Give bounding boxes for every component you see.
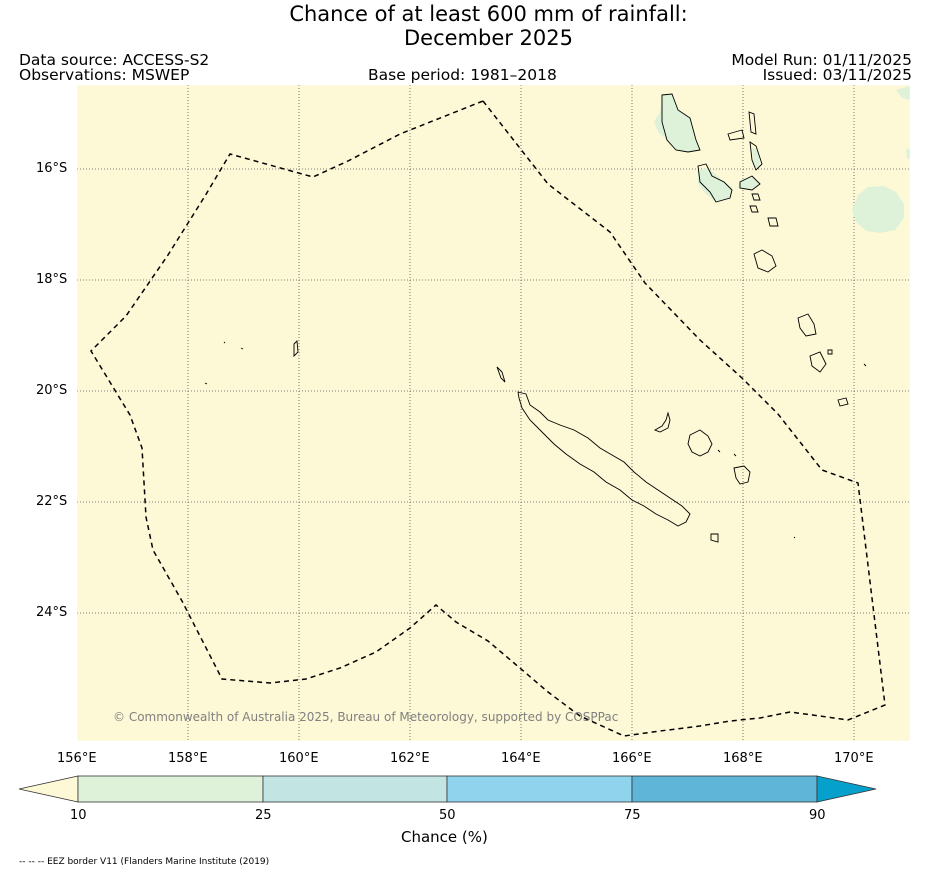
coastlines	[204, 93, 867, 543]
observations-text: Observations: MSWEP	[19, 66, 190, 84]
island-malekula	[697, 163, 733, 203]
lat-label-20s: 20°S	[36, 383, 68, 398]
copyright-text: © Commonwealth of Australia 2025, Bureau…	[113, 710, 619, 724]
shading-east	[852, 186, 904, 233]
island-ouvea	[653, 411, 671, 433]
island-tanna	[809, 351, 827, 373]
island-efate	[753, 249, 777, 273]
lat-label-16s: 16°S	[36, 161, 68, 176]
colorbar-bin-75-90	[631, 775, 818, 803]
lat-label-24s: 24°S	[36, 605, 68, 620]
lon-label-170e: 170°E	[834, 751, 874, 766]
issued-text: Issued: 03/11/2025	[762, 66, 912, 84]
lon-label-156e: 156°E	[57, 751, 97, 766]
island-ambrym	[739, 175, 761, 191]
lon-label-168e: 168°E	[723, 751, 763, 766]
map-title-line2: December 2025	[403, 26, 573, 50]
island-pines	[710, 533, 719, 543]
shading-espiritu-santo	[654, 94, 700, 152]
island-epi	[749, 205, 759, 213]
colorbar-bin-50-75	[446, 775, 633, 803]
colorbar-bin-25-50	[262, 775, 448, 803]
island-erromango	[797, 313, 817, 337]
map-title-line1: Chance of at least 600 mm of rainfall:	[289, 2, 688, 26]
lat-label-18s: 18°S	[36, 272, 68, 287]
island-aneityum	[837, 397, 849, 407]
island-pentecost	[749, 141, 763, 171]
eez-border	[90, 100, 886, 737]
island-espiritu-santo	[661, 93, 701, 153]
island-paama	[751, 193, 761, 201]
island-belep	[496, 366, 506, 383]
shading-northeast	[896, 86, 910, 100]
island-mare	[733, 465, 751, 485]
data-source-text: Data source: ACCESS-S2	[19, 51, 210, 69]
lat-label-22s: 22°S	[36, 494, 68, 509]
island-lifou	[687, 429, 713, 457]
island-ambae	[727, 129, 745, 141]
colorbar-tick-90: 90	[809, 808, 826, 823]
base-period-text: Base period: 1981–2018	[368, 66, 557, 84]
lon-label-162e: 162°E	[390, 751, 430, 766]
shading-east-edge	[906, 148, 910, 160]
model-run-text: Model Run: 01/11/2025	[731, 51, 912, 69]
lon-label-164e: 164°E	[501, 751, 541, 766]
rainfall-shading	[654, 86, 910, 233]
lon-label-160e: 160°E	[279, 751, 319, 766]
colorbar-bin-10-25	[77, 775, 264, 803]
reef-specks	[204, 341, 867, 539]
colorbar-tick-10: 10	[70, 808, 87, 823]
lon-label-158e: 158°E	[168, 751, 208, 766]
colorbar-over-arrow	[816, 775, 877, 803]
colorbar-tick-75: 75	[624, 808, 641, 823]
colorbar	[18, 775, 877, 803]
graticule	[77, 85, 910, 741]
eez-footnote: -- -- -- EEZ border V11 (Flanders Marine…	[19, 857, 270, 867]
island-chesterfield	[293, 340, 299, 358]
colorbar-tick-25: 25	[255, 808, 272, 823]
island-grande-terre	[517, 391, 691, 527]
colorbar-label: Chance (%)	[401, 828, 488, 846]
island-shepherds	[767, 217, 779, 227]
map-frame	[76, 84, 911, 742]
island-maewo-north	[748, 111, 757, 135]
island-futuna	[827, 349, 833, 355]
lon-label-166e: 166°E	[612, 751, 652, 766]
colorbar-tick-50: 50	[439, 808, 456, 823]
shading-ambrym	[738, 176, 760, 190]
colorbar-under-arrow	[18, 775, 79, 803]
shading-malekula	[698, 168, 732, 202]
map-background	[77, 85, 910, 741]
